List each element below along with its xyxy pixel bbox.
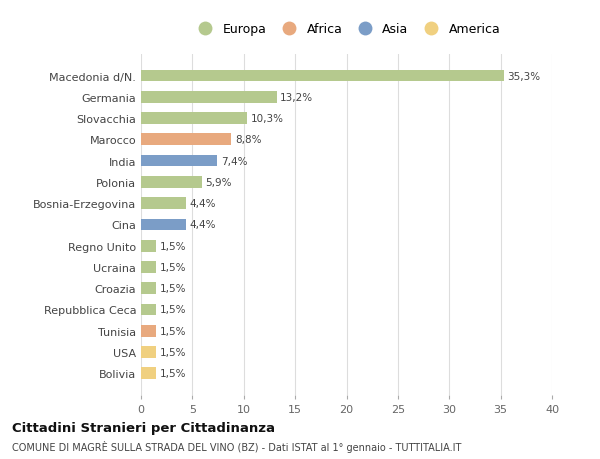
Bar — [141, 198, 186, 209]
Text: 4,4%: 4,4% — [190, 220, 217, 230]
Text: 5,9%: 5,9% — [205, 178, 232, 187]
Bar — [141, 304, 157, 316]
Text: 1,5%: 1,5% — [160, 326, 187, 336]
Bar — [141, 156, 217, 167]
Text: 1,5%: 1,5% — [160, 241, 187, 251]
Text: 1,5%: 1,5% — [160, 305, 187, 315]
Bar — [141, 219, 186, 231]
Bar — [141, 92, 277, 103]
Bar — [141, 325, 157, 337]
Text: 1,5%: 1,5% — [160, 263, 187, 272]
Bar — [141, 177, 202, 188]
Text: 4,4%: 4,4% — [190, 199, 217, 209]
Bar — [141, 283, 157, 294]
Text: 7,4%: 7,4% — [221, 156, 247, 166]
Text: 13,2%: 13,2% — [280, 93, 313, 102]
Bar — [141, 113, 247, 125]
Bar — [141, 262, 157, 273]
Text: 1,5%: 1,5% — [160, 369, 187, 379]
Text: 35,3%: 35,3% — [508, 71, 541, 81]
Text: COMUNE DI MAGRÈ SULLA STRADA DEL VINO (BZ) - Dati ISTAT al 1° gennaio - TUTTITAL: COMUNE DI MAGRÈ SULLA STRADA DEL VINO (B… — [12, 440, 461, 452]
Text: 8,8%: 8,8% — [235, 135, 262, 145]
Text: 1,5%: 1,5% — [160, 347, 187, 357]
Text: Cittadini Stranieri per Cittadinanza: Cittadini Stranieri per Cittadinanza — [12, 421, 275, 434]
Bar — [141, 368, 157, 379]
Text: 1,5%: 1,5% — [160, 284, 187, 294]
Bar — [141, 134, 232, 146]
Legend: Europa, Africa, Asia, America: Europa, Africa, Asia, America — [190, 21, 503, 39]
Bar — [141, 241, 157, 252]
Text: 10,3%: 10,3% — [250, 114, 283, 124]
Bar — [141, 347, 157, 358]
Bar — [141, 71, 504, 82]
